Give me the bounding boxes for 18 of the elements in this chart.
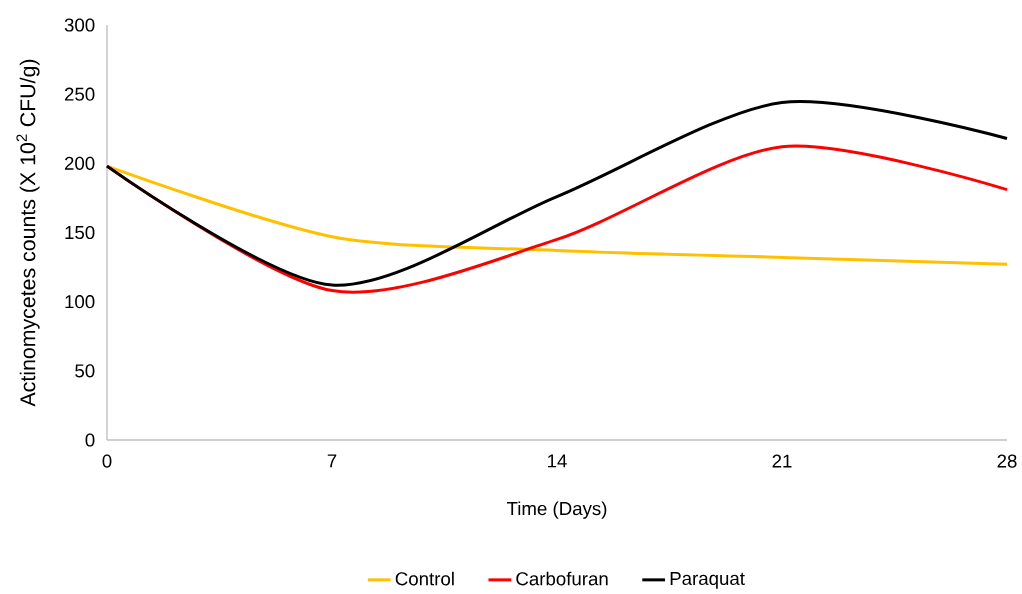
y-tick-label: 50 [75,364,95,378]
y-axis-title: Actinomycetes counts (X 10$^{2}$ CFU/g) [16,59,40,407]
legend-label: Carbofuran [516,571,608,586]
x-tick-label: 21 [772,454,792,468]
legend-label: Control [395,571,454,586]
x-axis-title: Time (Days) [506,501,607,519]
line-series [105,100,1009,287]
y-tick-label: 300 [64,18,95,32]
x-tick-label: 28 [997,454,1017,468]
x-tick-label: 0 [102,454,112,468]
y-tick-label: 0 [85,433,95,447]
x-tick-label: 7 [327,454,337,468]
legend-label: Paraquat [670,572,745,589]
x-tick-label: 14 [548,454,567,468]
y-tick-label: 250 [64,87,95,101]
y-tick-label: 100 [65,295,95,309]
y-tick-label: 150 [65,225,95,240]
y-tick-label: 200 [64,156,95,170]
